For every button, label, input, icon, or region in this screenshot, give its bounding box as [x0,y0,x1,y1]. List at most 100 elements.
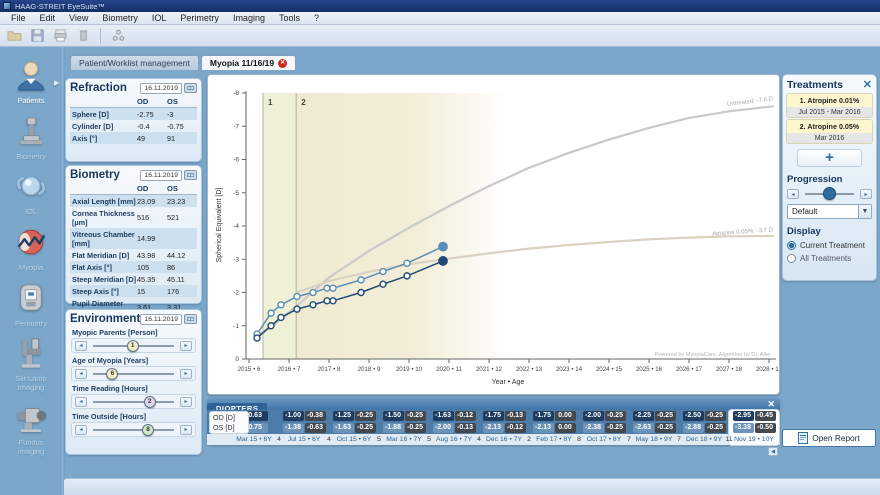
slider-increase-button[interactable]: ▸ [180,340,192,351]
chevron-down-icon[interactable]: ▼ [858,205,871,218]
sidebar-expand-arrow-icon[interactable]: ▶ [54,80,60,87]
os-value: -1.88 [382,423,404,433]
table-scroll-left-icon[interactable]: ◀ [768,447,778,456]
tab-myopia-11-16-19[interactable]: Myopia 11/16/19 ✕ [200,55,297,70]
slider-track[interactable]: 2 [93,395,174,408]
refraction-date-field[interactable]: 16.11.2019 [140,82,182,94]
progression-preset-select[interactable]: Default ▼ [787,204,872,219]
menu-iol[interactable]: IOL [151,13,167,23]
display-option-current-treatment[interactable]: Current Treatment [787,241,872,250]
slider-decrease-button[interactable]: ◂ [75,368,87,379]
slider-increase-button[interactable]: ▸ [180,424,192,435]
slider-thumb[interactable]: 1 [126,339,139,352]
add-treatment-button[interactable]: + [797,149,862,167]
progression-slider-track[interactable] [805,187,854,200]
os-row-label: OS [D] [213,423,235,433]
sidebar-item-myopia[interactable]: Myopia [1,226,61,273]
table-row-sphere-d: Sphere [D] -2.75 -3 [70,108,197,120]
menu-tools[interactable]: Tools [278,13,300,23]
slider-decrease-button[interactable]: ◂ [75,396,87,407]
sidebar-item-slit-lamp-imaging[interactable]: Slit Lamp Imaging [1,337,61,392]
slider-decrease-button[interactable]: ◂ [75,340,87,351]
tab-close-icon[interactable]: ✕ [278,58,288,68]
sidebar-item-iol[interactable]: IOL [1,170,61,217]
months-gap-label: 4 [327,436,331,443]
row-label: Sphere [D] [72,109,109,119]
calendar-icon[interactable] [184,170,197,180]
slider-thumb[interactable]: 8 [142,423,155,436]
od-value: -0.4 [137,121,150,131]
treatment-item-1-atropine-0-01[interactable]: 1. Atropine 0.01% Jul 2015 - Mar 2016 [787,94,872,117]
progression-decrease-button[interactable]: ◂ [787,189,799,199]
svg-text:-2: -2 [233,290,239,297]
os-change-value: -0.25 [604,423,626,433]
slider-track[interactable]: 1 [93,339,174,352]
svg-text:-6: -6 [233,157,239,164]
svg-text:Powered by MyopiaCare. Algorit: Powered by MyopiaCare. Algorithm by Dr. … [655,352,771,358]
menu-biometry[interactable]: Biometry [102,13,138,23]
close-icon[interactable]: ✕ [767,399,775,409]
menu-[interactable]: ? [313,13,319,23]
perimetry-icon [15,282,47,319]
app-logo-icon [3,2,11,10]
sidebar-item-perimetry[interactable]: Perimetry [1,282,61,329]
menu-file[interactable]: File [11,13,26,23]
sidebar-item-fundus-imaging[interactable]: Fundus imaging [1,401,61,456]
diopters-column: -1.00 -0.38 -1.38 -0.63 4 Jul 15 • 6Y [277,410,329,445]
delete-icon[interactable] [73,27,93,45]
visit-date-label: 4 Dec 16 • 7Y [477,436,522,443]
tab-patient-worklist-management[interactable]: Patient/Worklist management [70,55,199,70]
calendar-icon[interactable] [184,314,197,324]
progression-increase-button[interactable]: ▸ [860,189,872,199]
svg-text:Atropine 0.05%: -3.7 D: Atropine 0.05%: -3.7 D [712,227,774,237]
table-row-vitreous-chamber-mm: Vitreous Chamber [mm] 14.99 [70,228,197,249]
os-change-value: -0.25 [704,423,726,433]
slider-increase-button[interactable]: ▸ [180,396,192,407]
slider-increase-button[interactable]: ▸ [180,368,192,379]
environment-date-field[interactable]: 16.11.2019 [140,313,182,325]
open-report-button[interactable]: Open Report [782,429,876,447]
horizontal-scrollbar[interactable] [64,478,880,495]
sidebar-item-biometry[interactable]: Biometry [1,115,61,162]
svg-text:2016 • 7: 2016 • 7 [278,366,301,373]
menu-view[interactable]: View [69,13,89,23]
treatment-item-2-atropine-0-05[interactable]: 2. Atropine 0.05% Mar 2016 [787,120,872,143]
row-label: Vitreous Chamber [mm] [72,229,135,248]
settings-icon[interactable] [108,27,128,45]
od-value: -2.50 [682,411,704,421]
os-change-value: -0.63 [304,423,326,433]
close-icon[interactable]: ✕ [862,79,872,91]
biometry-date-field[interactable]: 16.11.2019 [140,169,182,181]
display-option-all-treatments[interactable]: All Treatments [787,254,872,263]
diopters-date-band [207,434,780,445]
slider-thumb[interactable]: 6 [106,367,119,380]
menu-bar: File Edit View Biometry IOL Perimetry Imaging T… [0,12,880,25]
slider-decrease-button[interactable]: ◂ [75,424,87,435]
refraction-title: Refraction [70,82,127,94]
calendar-icon[interactable] [184,83,197,93]
save-icon[interactable] [27,27,47,45]
treatment-name: 2. Atropine 0.05% [787,120,872,133]
panel-splitter[interactable] [62,47,65,495]
row-label: Axis [°] [72,133,98,143]
slider-track[interactable]: 8 [93,423,174,436]
sidebar-item-label: Slit Lamp Imaging [15,374,47,392]
print-icon[interactable] [50,27,70,45]
visit-date-label: Mar 15 • 6Y [236,436,272,443]
open-icon[interactable] [4,27,24,45]
report-document-icon [798,432,809,444]
sidebar-item-label: Fundus imaging [17,438,45,456]
radio-icon[interactable] [787,241,796,250]
slider-track[interactable]: 6 [93,367,174,380]
months-gap-label: 4 [277,436,281,443]
radio-icon[interactable] [787,254,796,263]
menu-perimetry[interactable]: Perimetry [180,13,219,23]
os-values: -1.88 -0.25 [382,422,426,434]
sidebar-item-patients[interactable]: Patients [1,59,61,106]
treatments-panel: Treatments ✕ 1. Atropine 0.01% Jul 2015 … [782,74,877,281]
progression-slider-thumb[interactable] [822,187,836,200]
menu-edit[interactable]: Edit [39,13,56,23]
slider-thumb[interactable]: 2 [143,395,156,408]
os-change-value: -0.25 [404,423,426,433]
menu-imaging[interactable]: Imaging [232,13,265,23]
